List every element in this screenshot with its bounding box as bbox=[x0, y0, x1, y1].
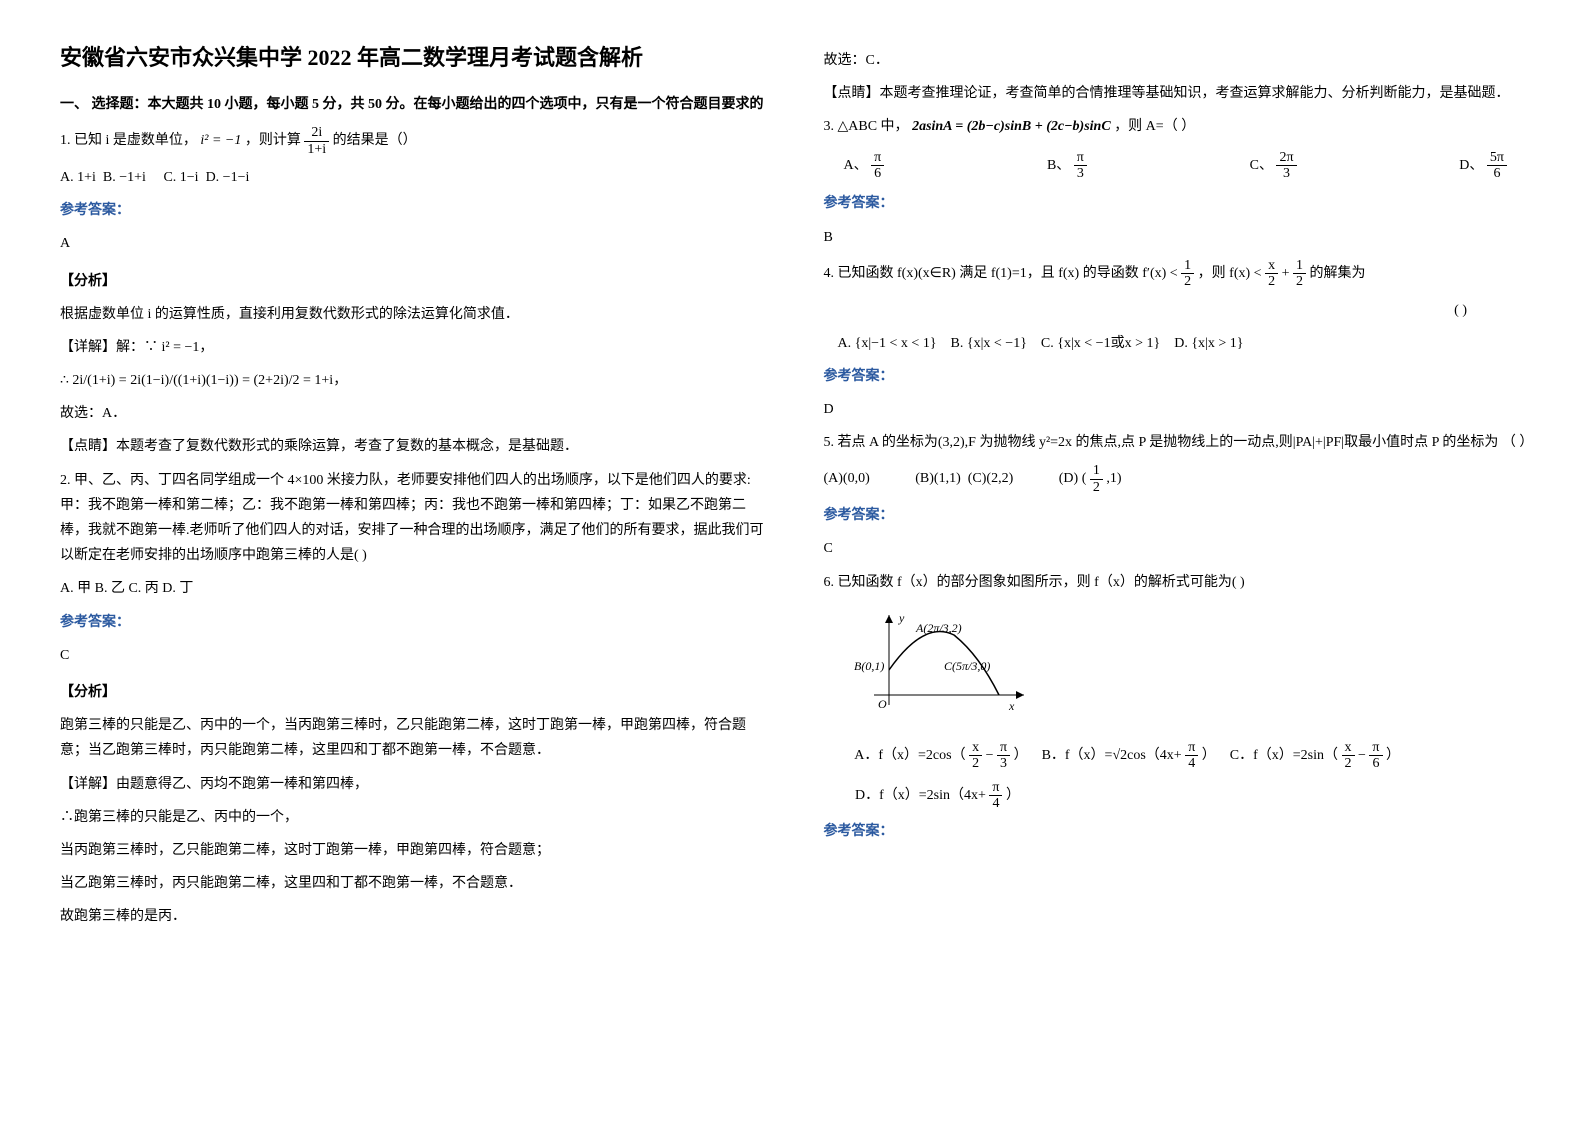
q6-answer-label: 参考答案： bbox=[824, 819, 1528, 844]
q2-options: A. 甲 B. 乙 C. 丙 D. 丁 bbox=[60, 576, 764, 601]
q5-answer-label: 参考答案： bbox=[824, 503, 1528, 528]
q1-conclusion: 故选：A． bbox=[60, 401, 764, 426]
q3-optB: B、 π3 bbox=[1047, 150, 1087, 182]
q2-answer: C bbox=[60, 643, 764, 668]
q1-answer: A bbox=[60, 231, 764, 256]
q3-answer: B bbox=[824, 225, 1528, 250]
graph-axis-y: y bbox=[898, 611, 905, 625]
graph-svg: B(0,1) y A(2π/3,2) C(5π/3,0) O x bbox=[854, 610, 1034, 720]
q3-answer-label: 参考答案： bbox=[824, 191, 1528, 216]
q5-stem: 5. 若点 A 的坐标为(3,2),F 为抛物线 y²=2x 的焦点,点 P 是… bbox=[824, 430, 1528, 455]
section-heading: 一、 选择题：本大题共 10 小题，每小题 5 分，共 50 分。在每小题给出的… bbox=[60, 92, 764, 117]
q3-options: A、 π6 B、 π3 C、 2π3 D、 5π6 bbox=[844, 150, 1508, 182]
q4-answer: D bbox=[824, 397, 1528, 422]
q1-options: A. 1+i B. −1+i C. 1−i D. −1−i bbox=[60, 165, 764, 190]
q6-options-row2: D．f（x）=2sin（4x+ π4 ） bbox=[824, 780, 1528, 812]
graph-pointB-label: B(0,1) bbox=[854, 659, 884, 673]
q3-optD: D、 5π6 bbox=[1459, 150, 1507, 182]
q6-stem: 6. 已知函数 f（x）的部分图象如图所示，则 f（x）的解析式可能为( ) bbox=[824, 570, 1528, 595]
q1-fraction: 2i 1+i bbox=[304, 125, 329, 157]
right-column: 故选：C． 【点睛】本题考查推理论证，考查简单的合情推理等基础知识，考查运算求解… bbox=[824, 40, 1528, 937]
q2-detail1: ∴跑第三棒的只能是乙、丙中的一个， bbox=[60, 805, 764, 830]
graph-origin: O bbox=[878, 697, 887, 711]
q2-detail-label: 【详解】由题意得乙、丙均不跑第一棒和第四棒， bbox=[60, 772, 764, 797]
q4-answer-label: 参考答案： bbox=[824, 364, 1528, 389]
q2-detail4: 故跑第三棒的是丙． bbox=[60, 904, 764, 929]
q2-analysis-label: 【分析】 bbox=[60, 680, 764, 705]
q3-optA: A、 π6 bbox=[844, 150, 885, 182]
q3-stem: 3. △ABC 中， 2asinA = (2b−c)sinB + (2c−b)s… bbox=[824, 114, 1528, 139]
q1-remark: 【点睛】本题考查了复数代数形式的乘除运算，考查了复数的基本概念，是基础题． bbox=[60, 434, 764, 459]
q4-options: A. {x|−1 < x < 1} B. {x|x < −1} C. {x|x … bbox=[824, 331, 1528, 356]
q2-detail3: 当乙跑第三棒时，丙只能跑第二棒，这里四和丁都不跑第一棒，不合题意． bbox=[60, 871, 764, 896]
q3-optC: C、 2π3 bbox=[1250, 150, 1297, 182]
q1-detail-calc: ∴ 2i/(1+i) = 2i(1−i)/((1+i)(1−i)) = (2+2… bbox=[60, 368, 764, 393]
q2-detail2: 当丙跑第三棒时，乙只能跑第二棒，这时丁跑第一棒，甲跑第四棒，符合题意； bbox=[60, 838, 764, 863]
q1-detail-label: 【详解】解：∵ i² = −1， bbox=[60, 335, 764, 360]
graph-pointC-label: C(5π/3,0) bbox=[944, 659, 990, 673]
q2-conclusion: 故选：C． bbox=[824, 48, 1528, 73]
q4-stem: 4. 已知函数 f(x)(x∈R) 满足 f(1)=1，且 f(x) 的导函数 … bbox=[824, 258, 1528, 290]
q1-analysis: 根据虚数单位 i 的运算性质，直接利用复数代数形式的除法运算化简求值． bbox=[60, 302, 764, 327]
page-title: 安徽省六安市众兴集中学 2022 年高二数学理月考试题含解析 bbox=[60, 40, 764, 72]
q5-answer: C bbox=[824, 536, 1528, 561]
q4-paren: ( ) bbox=[824, 298, 1528, 323]
q2-remark: 【点睛】本题考查推理论证，考查简单的合情推理等基础知识，考查运算求解能力、分析判… bbox=[824, 81, 1528, 106]
q2-stem: 2. 甲、乙、丙、丁四名同学组成一个 4×100 米接力队，老师要安排他们四人的… bbox=[60, 468, 764, 569]
q1-stem: 1. 已知 i 是虚数单位， i² = −1 ，则计算 2i 1+i 的结果是（… bbox=[60, 125, 764, 157]
q2-analysis1: 跑第三棒的只能是乙、丙中的一个，当丙跑第三棒时，乙只能跑第二棒，这时丁跑第一棒，… bbox=[60, 713, 764, 763]
q1-analysis-label: 【分析】 bbox=[60, 269, 764, 294]
graph-pointA-label: A(2π/3,2) bbox=[915, 621, 962, 635]
q6-graph: B(0,1) y A(2π/3,2) C(5π/3,0) O x bbox=[854, 610, 1528, 725]
graph-axis-x: x bbox=[1008, 699, 1015, 713]
left-column: 安徽省六安市众兴集中学 2022 年高二数学理月考试题含解析 一、 选择题：本大… bbox=[60, 40, 764, 937]
q5-options: (A)(0,0) (B)(1,1) (C)(2,2) (D) ( 12 ,1) bbox=[824, 463, 1528, 495]
q1-answer-label: 参考答案： bbox=[60, 198, 764, 223]
q6-options-row1: A．f（x）=2cos（ x2 − π3 ） B．f（x）=√2cos（4x+ … bbox=[824, 740, 1528, 772]
q2-answer-label: 参考答案： bbox=[60, 610, 764, 635]
